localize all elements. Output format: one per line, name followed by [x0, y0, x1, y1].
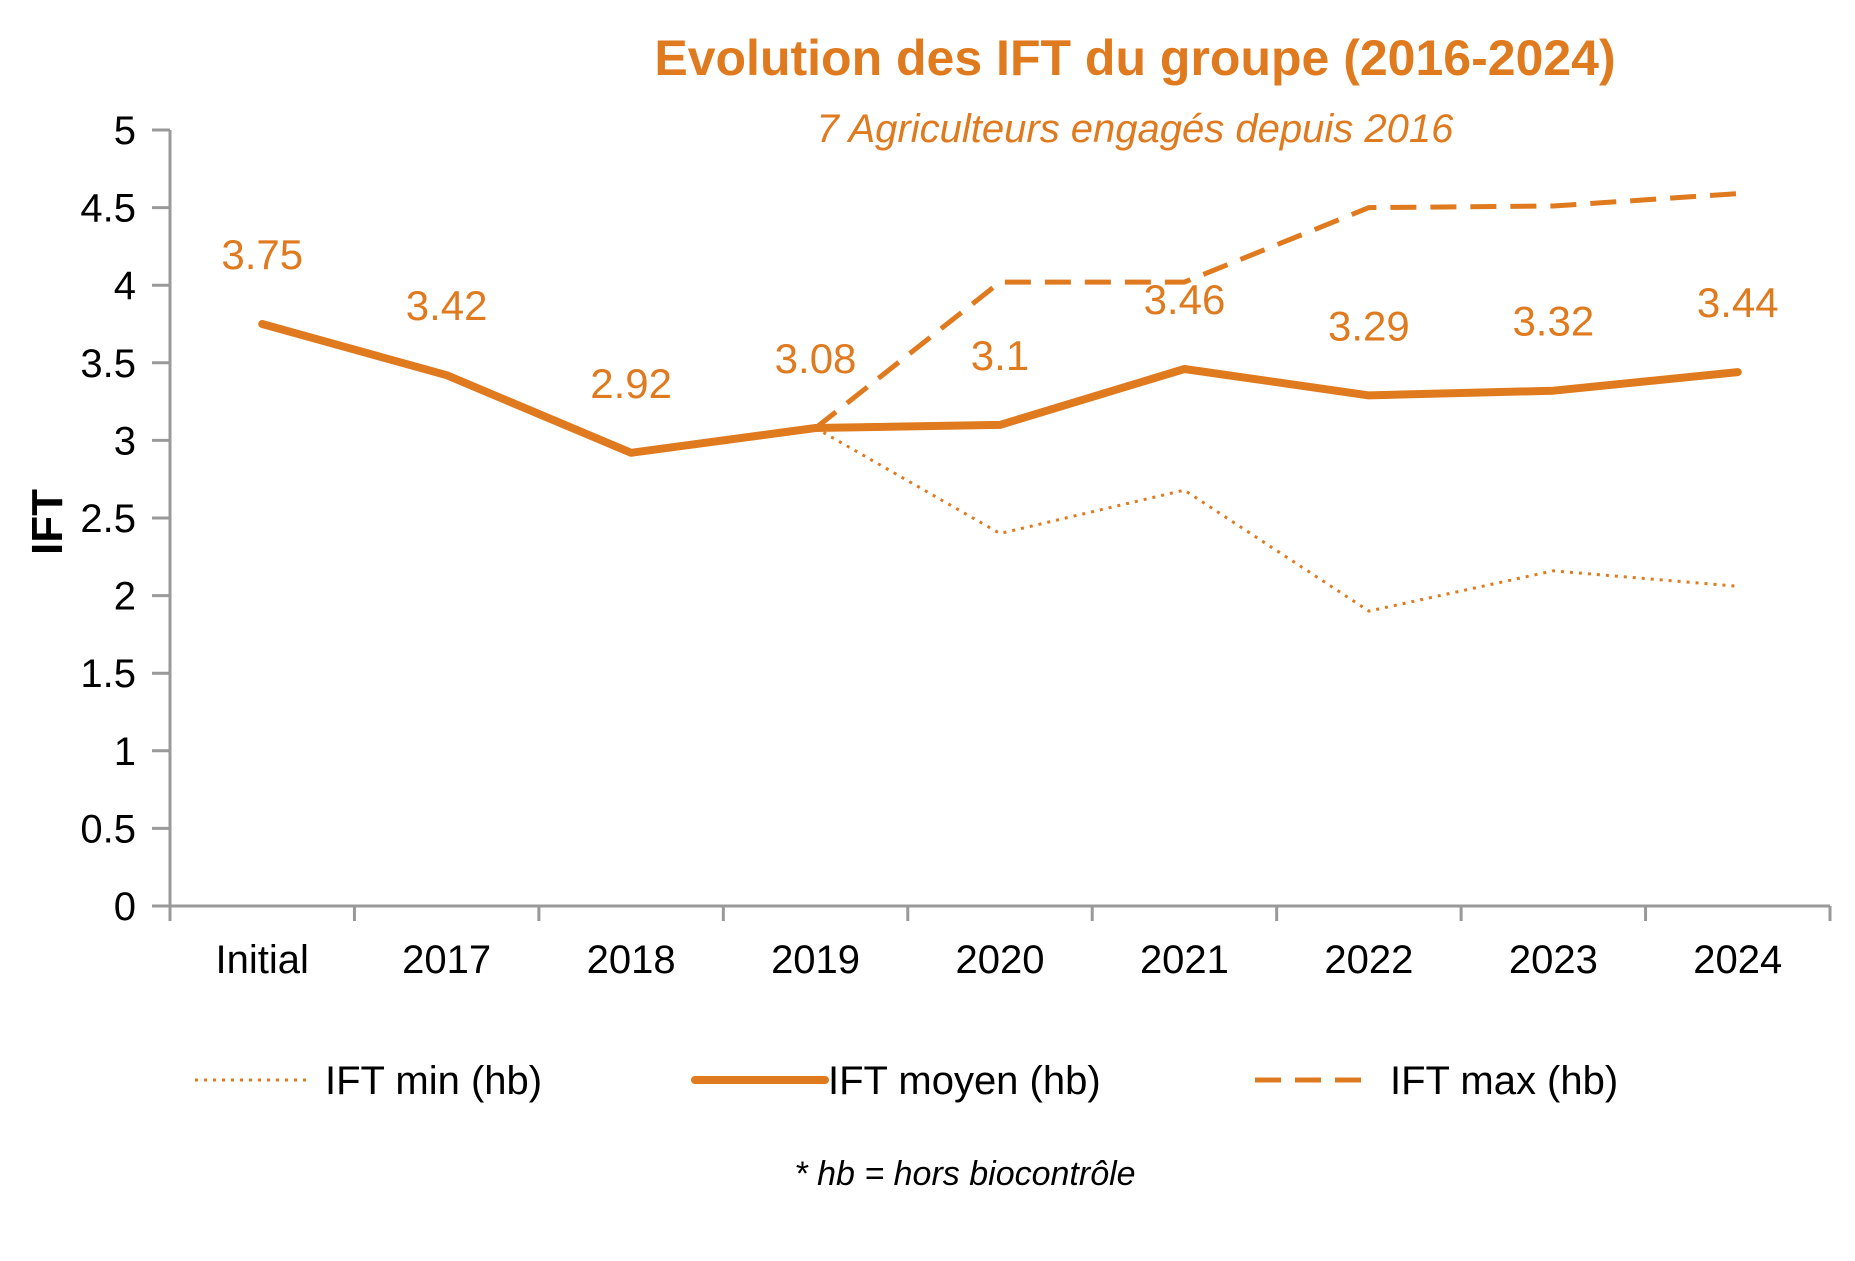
series-line-dashed [814, 191, 1738, 430]
x-tick-label: 2023 [1509, 938, 1598, 982]
x-tick-label: Initial [216, 938, 309, 982]
y-tick-label: 3 [114, 419, 136, 463]
legend-label: IFT moyen (hb) [828, 1059, 1101, 1103]
data-label: 2.92 [590, 360, 672, 407]
series-line-dotted [814, 426, 1738, 613]
data-labels: 3.75 3.42 2.92 3.08 3.1 3.46 3.29 3.32 3.44 [221, 231, 1778, 407]
legend: IFT min (hb) IFT moyen (hb) IFT max (hb) [195, 1059, 1618, 1103]
chart-subtitle: 7 Agriculteurs engagés depuis 2016 [817, 107, 1454, 151]
y-tick-label: 4 [114, 264, 136, 308]
y-axis-label: IFT [23, 489, 72, 555]
y-tick-label: 2.5 [80, 497, 136, 541]
axes: 0 0.5 1 1.5 2 2.5 3 3.5 4 4.5 5 Initial 2017 2018 2019… [80, 109, 1832, 982]
chart-title: Evolution des IFT du groupe (2016-2024) [654, 30, 1615, 86]
data-label: 3.32 [1512, 298, 1594, 345]
series-layer [258, 191, 1742, 613]
series-line-solid [258, 320, 1742, 457]
y-tick-label: 0.5 [80, 807, 136, 851]
x-tick-label: 2020 [956, 938, 1045, 982]
y-tick-label: 5 [114, 109, 136, 153]
data-label: 3.46 [1144, 276, 1226, 323]
y-tick-label: 0 [114, 885, 136, 929]
footnote: * hb = hors biocontrôle [794, 1155, 1135, 1193]
y-tick-label: 2 [114, 575, 136, 619]
x-tick-label: 2018 [587, 938, 676, 982]
data-label: 3.1 [971, 332, 1029, 379]
data-label: 3.29 [1328, 302, 1410, 349]
y-tick-label: 3.5 [80, 342, 136, 386]
data-label: 3.08 [775, 335, 857, 382]
x-tick-label: 2021 [1140, 938, 1229, 982]
legend-label: IFT min (hb) [325, 1059, 542, 1103]
data-label: 3.44 [1697, 279, 1779, 326]
legend-label: IFT max (hb) [1390, 1059, 1618, 1103]
x-tick-label: 2017 [402, 938, 491, 982]
data-label: 3.42 [406, 282, 488, 329]
data-label: 3.75 [221, 231, 303, 278]
y-tick-label: 1 [114, 730, 136, 774]
x-tick-label: 2022 [1324, 938, 1413, 982]
x-tick-label: 2024 [1693, 938, 1782, 982]
x-tick-label: 2019 [771, 938, 860, 982]
y-tick-label: 4.5 [80, 187, 136, 231]
y-tick-label: 1.5 [80, 652, 136, 696]
